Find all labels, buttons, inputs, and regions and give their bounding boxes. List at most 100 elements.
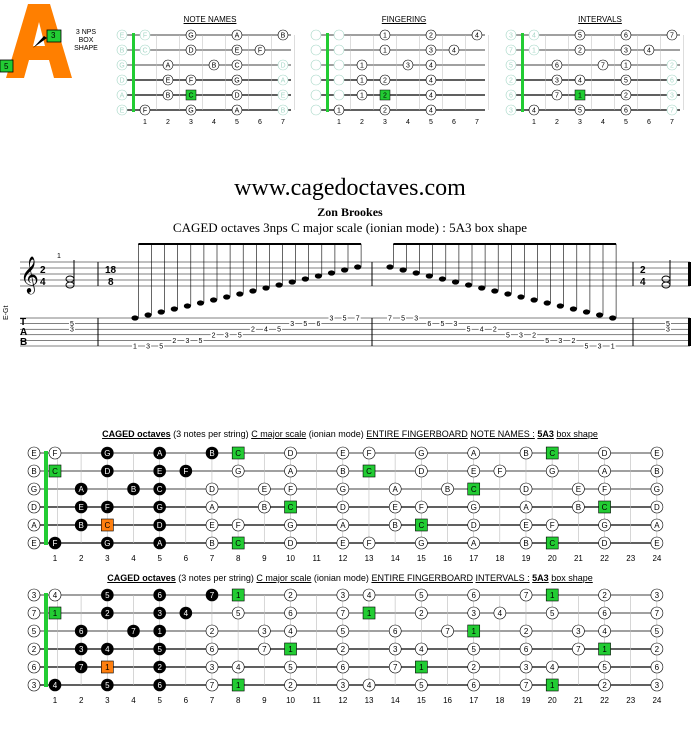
fret-number: 20	[548, 696, 557, 705]
note-marker	[74, 642, 88, 656]
note-label: G	[549, 467, 555, 476]
note-label: 3	[555, 78, 559, 85]
tab-number-bg	[289, 321, 296, 328]
note-marker	[277, 29, 289, 41]
root-note-marker	[231, 446, 245, 460]
note-marker	[598, 464, 611, 478]
note-marker	[310, 104, 322, 116]
scale-subtitle: CAGED octaves 3nps C major scale (ionian…	[172, 220, 528, 235]
note-label: B	[281, 108, 286, 115]
root-note-marker	[545, 588, 559, 602]
note-marker	[284, 482, 297, 496]
note-label: 1	[578, 93, 582, 100]
tab-number-bg	[158, 343, 165, 350]
fret-number: 5	[157, 554, 162, 563]
note-label: 6	[624, 33, 628, 40]
note-label: 2	[429, 33, 433, 40]
note-marker	[179, 606, 193, 620]
note-label: E	[471, 467, 476, 476]
half-note	[65, 281, 75, 289]
fret-number: 3	[578, 119, 582, 126]
note-label: D	[280, 63, 285, 70]
note-marker	[139, 104, 151, 116]
note-label: G	[31, 485, 37, 494]
note-label: 7	[655, 609, 660, 618]
tab-number-bg	[69, 326, 75, 333]
note-label: 3	[670, 93, 674, 100]
note-label: A	[288, 467, 294, 476]
note-marker	[519, 624, 533, 638]
note-marker	[284, 606, 297, 620]
note-label: 2	[578, 48, 582, 55]
note-marker	[153, 500, 166, 514]
note-marker	[471, 29, 483, 41]
note-marker	[505, 74, 517, 86]
tab-number-bg	[145, 343, 152, 350]
note-label: D	[31, 503, 37, 512]
tab-number-bg	[315, 321, 322, 328]
note-marker	[598, 588, 611, 602]
note-label: 5	[655, 627, 660, 636]
note-marker	[388, 482, 402, 496]
note-marker	[205, 624, 219, 638]
eighth-note	[196, 300, 205, 306]
time-sig-bottom: 4	[640, 277, 646, 288]
note-label: 7	[341, 609, 346, 618]
note-marker	[519, 518, 533, 532]
note-marker	[415, 536, 428, 550]
fret-number: 23	[626, 554, 635, 563]
note-label: 1	[236, 681, 241, 690]
note-label: B	[78, 521, 83, 530]
note-marker	[441, 624, 454, 638]
note-marker	[519, 500, 533, 514]
tab-number: 7	[388, 316, 392, 323]
note-label: A	[281, 78, 286, 85]
note-marker	[493, 606, 507, 620]
note-label: 7	[524, 681, 529, 690]
note-marker	[402, 59, 414, 71]
note-marker	[650, 518, 664, 532]
root-note-marker	[284, 642, 297, 656]
mini-title-intervals: INTERVALS	[578, 15, 622, 24]
note-marker	[388, 624, 402, 638]
note-label: E	[31, 539, 36, 548]
tab-number: 5	[506, 332, 510, 339]
note-marker	[74, 624, 88, 638]
note-label: F	[189, 78, 193, 85]
note-label: 3	[341, 681, 346, 690]
note-marker	[116, 29, 128, 41]
note-marker	[467, 464, 481, 478]
note-marker	[505, 29, 517, 41]
note-label: C	[549, 449, 555, 458]
note-marker	[666, 59, 678, 71]
note-marker	[598, 518, 611, 532]
note-label: 5	[105, 591, 110, 600]
note-marker	[598, 446, 611, 460]
note-marker	[415, 678, 428, 692]
fret-number: 6	[258, 119, 262, 126]
root-note-marker	[101, 660, 114, 674]
root-note-marker	[185, 89, 197, 101]
tab-number: 3	[330, 316, 334, 323]
note-marker	[258, 642, 271, 656]
title-shape: 5A3	[532, 573, 549, 583]
root-note-marker	[48, 606, 62, 620]
note-marker	[139, 29, 151, 41]
note-label: 7	[131, 627, 136, 636]
note-marker	[185, 29, 197, 41]
note-label: 2	[509, 78, 513, 85]
tab-number: 5	[666, 321, 670, 328]
note-label: 2	[105, 609, 110, 618]
note-marker	[205, 482, 219, 496]
note-label: 2	[670, 63, 674, 70]
note-label: 5	[419, 681, 424, 690]
root-note-marker	[545, 678, 559, 692]
note-label: 2	[32, 645, 37, 654]
note-label: 4	[419, 645, 424, 654]
tab-number-bg	[341, 315, 348, 322]
site-url[interactable]: www.cagedoctaves.com	[234, 175, 466, 201]
note-label: D	[157, 521, 163, 530]
tab-clef-letter: A	[20, 327, 27, 338]
note-marker	[336, 536, 350, 550]
note-label: 5	[419, 591, 424, 600]
